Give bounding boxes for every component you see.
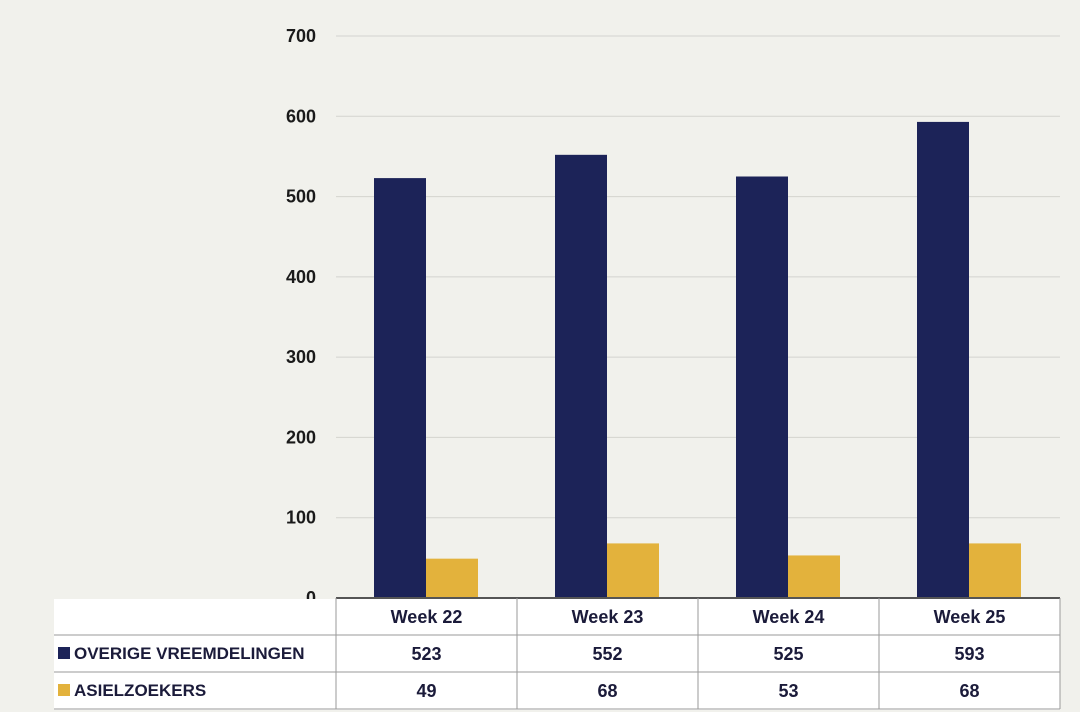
data-label: 593	[954, 644, 984, 664]
data-label: 552	[592, 644, 622, 664]
y-tick-label: 500	[286, 187, 316, 207]
bar-asielzoekers	[607, 543, 659, 598]
bar-overige-vreemdelingen	[736, 176, 788, 598]
y-tick-label: 300	[286, 347, 316, 367]
y-tick-label: 700	[286, 26, 316, 46]
bar-asielzoekers	[788, 555, 840, 598]
legend-series-name: OVERIGE VREEMDELINGEN	[74, 644, 304, 663]
data-label: 523	[411, 644, 441, 664]
y-tick-label: 0	[306, 588, 316, 608]
data-table-background	[54, 599, 1060, 710]
data-label: 68	[959, 681, 979, 701]
x-category-label: Week 25	[934, 607, 1006, 627]
y-tick-label: 200	[286, 427, 316, 447]
legend-key	[58, 647, 70, 659]
bar-overige-vreemdelingen	[374, 178, 426, 598]
y-tick-label: 600	[286, 106, 316, 126]
y-tick-label: 100	[286, 508, 316, 528]
x-category-label: Week 22	[391, 607, 463, 627]
bar-asielzoekers	[426, 558, 478, 598]
data-label: 53	[778, 681, 798, 701]
bar-overige-vreemdelingen	[555, 154, 607, 598]
x-category-label: Week 24	[753, 607, 825, 627]
legend-series-name: ASIELZOEKERS	[74, 681, 206, 700]
bar-asielzoekers	[969, 543, 1021, 598]
data-label: 68	[597, 681, 617, 701]
x-category-label: Week 23	[572, 607, 644, 627]
legend-key	[58, 684, 70, 696]
data-label: 525	[773, 644, 803, 664]
bar-overige-vreemdelingen	[917, 121, 969, 599]
y-tick-label: 400	[286, 267, 316, 287]
data-label: 49	[416, 681, 436, 701]
